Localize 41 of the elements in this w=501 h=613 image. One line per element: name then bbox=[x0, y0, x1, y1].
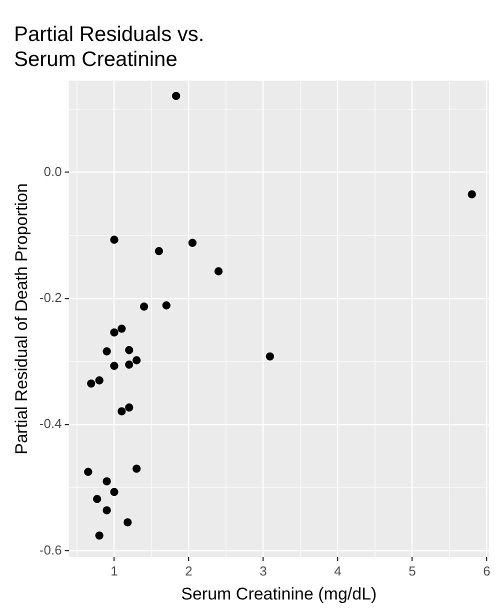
point bbox=[110, 236, 118, 244]
point bbox=[188, 238, 197, 247]
point bbox=[125, 360, 134, 369]
point bbox=[84, 468, 92, 476]
point bbox=[93, 494, 102, 504]
point bbox=[102, 347, 111, 356]
x-tick-label: 4 bbox=[334, 563, 342, 578]
point bbox=[172, 92, 180, 100]
point bbox=[125, 346, 134, 354]
point bbox=[95, 376, 104, 384]
x-tick-label: 2 bbox=[185, 563, 192, 578]
point bbox=[95, 531, 104, 540]
point bbox=[154, 246, 164, 256]
point bbox=[110, 362, 118, 370]
x-tick-label: 5 bbox=[408, 563, 416, 578]
point bbox=[214, 267, 223, 276]
y-axis-title: Partial Residual of Death Proportion bbox=[12, 183, 31, 454]
y-tick-label: -0.4 bbox=[39, 416, 62, 432]
x-axis-title: Serum Creatinine (mg/dL) bbox=[181, 584, 377, 604]
point bbox=[162, 301, 170, 310]
x-tick-label: 3 bbox=[260, 563, 267, 578]
point bbox=[132, 464, 141, 473]
y-tick-label: 0.0 bbox=[44, 164, 62, 179]
point bbox=[102, 506, 111, 514]
point bbox=[468, 190, 476, 198]
point bbox=[140, 302, 148, 311]
point bbox=[102, 477, 111, 486]
point bbox=[266, 352, 274, 361]
point bbox=[132, 356, 141, 364]
point bbox=[87, 379, 96, 388]
chart-title: Partial Residuals vs. Serum Creatinine bbox=[14, 22, 206, 72]
x-tick-label: 1 bbox=[110, 563, 118, 578]
x-tick-label: 6 bbox=[483, 563, 490, 578]
point bbox=[118, 324, 126, 333]
y-tick-label: -0.2 bbox=[39, 290, 62, 305]
point bbox=[118, 407, 126, 416]
point bbox=[110, 328, 118, 337]
point bbox=[124, 518, 132, 526]
point bbox=[110, 488, 118, 496]
point bbox=[125, 403, 134, 412]
y-tick-label: -0.6 bbox=[39, 542, 62, 558]
